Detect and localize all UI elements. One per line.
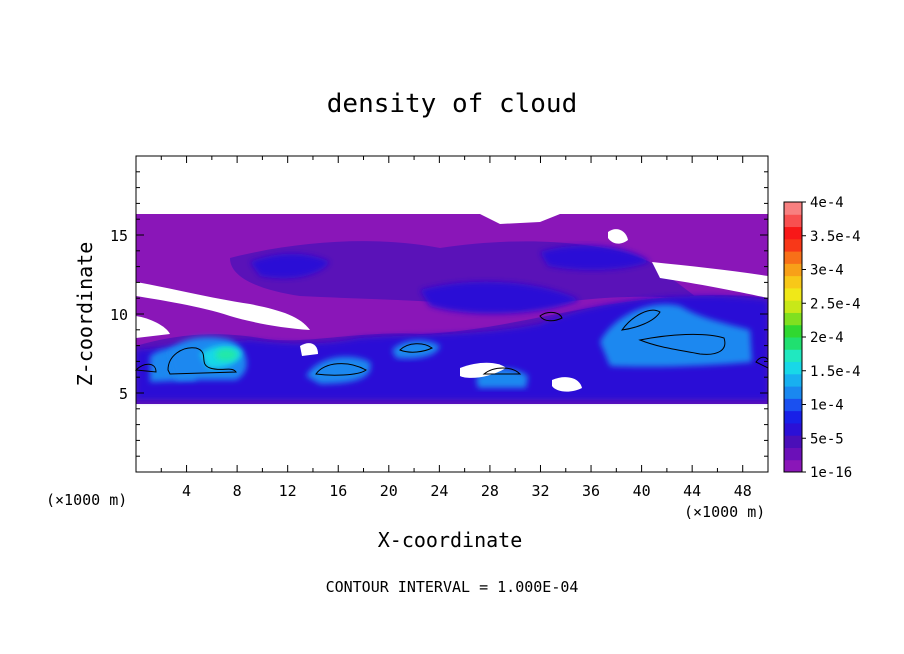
x-tick-label: 40 xyxy=(633,482,651,500)
x-unit-label-left: (×1000 m) xyxy=(46,491,127,509)
density-field-gap xyxy=(480,214,560,224)
x-ticks: 4 8 12 16 20 24 28 32 36 40 44 48 xyxy=(160,156,752,500)
contour-line xyxy=(539,311,563,322)
x-tick-label: 8 xyxy=(233,482,242,500)
contour-line xyxy=(638,333,726,355)
colorbar-swatch xyxy=(784,361,802,375)
density-field-gap xyxy=(136,282,310,330)
density-field-level-3 xyxy=(392,340,440,359)
colorbar-swatch xyxy=(784,422,802,436)
density-field-level-2 xyxy=(540,245,650,271)
contour-line xyxy=(134,363,157,373)
colorbar-swatch xyxy=(784,386,802,399)
colorbar-swatch xyxy=(784,410,802,424)
colorbar-swatch xyxy=(784,349,802,363)
x-tick-label: 16 xyxy=(329,482,347,500)
colorbar-swatch xyxy=(784,226,802,240)
x-tick-label: 48 xyxy=(734,482,752,500)
density-field-level-3 xyxy=(306,356,371,384)
contour-line xyxy=(620,309,661,331)
colorbar-swatch xyxy=(784,398,802,412)
colorbar-swatch xyxy=(784,263,802,277)
contour-lines xyxy=(134,309,769,376)
density-field-level-5 xyxy=(216,348,238,361)
contour-line xyxy=(482,367,522,375)
colorbar-swatch xyxy=(784,300,802,313)
colorbar: 1e-16 5e-5 1e-4 1.5e-4 2e-4 2.5e-4 3e-4 3.5e-4 4… xyxy=(783,195,861,481)
colorbar-label: 3e-4 xyxy=(810,263,844,279)
density-field-level-2 xyxy=(136,296,768,400)
density-field xyxy=(136,214,768,404)
colorbar-label: 4e-4 xyxy=(810,195,844,211)
colorbar-swatch xyxy=(784,459,802,473)
y-axis-label: Z-coordinate xyxy=(73,242,97,387)
x-tick-label: 12 xyxy=(279,482,297,500)
x-tick-label: 4 xyxy=(182,482,191,500)
density-field-level-2 xyxy=(250,253,330,279)
colorbar-label: 2e-4 xyxy=(810,330,844,346)
colorbar-swatch xyxy=(784,238,802,252)
x-unit-label-right: (×1000 m) xyxy=(684,503,765,521)
colorbar-swatch xyxy=(784,373,802,387)
colorbar-swatch xyxy=(784,312,802,326)
colorbar-label: 5e-5 xyxy=(810,431,844,447)
colorbar-label: 3.5e-4 xyxy=(810,229,861,245)
x-tick-label: 32 xyxy=(531,482,549,500)
x-tick-label: 28 xyxy=(481,482,499,500)
x-tick-label: 36 xyxy=(582,482,600,500)
colorbar-swatch xyxy=(784,214,802,228)
colorbar-swatch xyxy=(784,202,802,215)
colorbar-swatch xyxy=(784,447,802,461)
colorbar-swatch xyxy=(784,337,802,350)
density-field-gap xyxy=(460,362,506,378)
contour-line xyxy=(399,343,433,353)
x-tick-label: 24 xyxy=(430,482,448,500)
contour-line xyxy=(167,347,237,375)
density-field-gap xyxy=(608,229,628,244)
colorbar-swatch xyxy=(784,287,802,301)
density-field-gap xyxy=(136,316,170,338)
colorbar-label: 1.5e-4 xyxy=(810,364,861,380)
colorbar-label: 1e-16 xyxy=(810,465,852,481)
y-tick-label: 10 xyxy=(110,306,128,324)
colorbar-swatch xyxy=(784,435,802,448)
colorbar-swatch xyxy=(784,324,802,338)
x-tick-label: 20 xyxy=(380,482,398,500)
density-field-level-2 xyxy=(420,281,580,314)
colorbar-label: 2.5e-4 xyxy=(810,296,861,312)
colorbar-label: 1e-4 xyxy=(810,398,844,414)
y-tick-label: 15 xyxy=(110,227,128,245)
chart-title: density of cloud xyxy=(327,89,577,119)
density-field-gap xyxy=(300,343,318,356)
x-tick-label: 44 xyxy=(683,482,701,500)
x-axis-label: X-coordinate xyxy=(378,528,523,552)
density-field-gap xyxy=(552,377,582,392)
colorbar-swatch xyxy=(784,251,802,264)
y-ticks: 5 10 15 xyxy=(110,171,768,457)
y-tick-label: 5 xyxy=(119,385,128,403)
contour-interval-note: CONTOUR INTERVAL = 1.000E-04 xyxy=(326,578,579,596)
density-field-gap xyxy=(652,262,768,298)
colorbar-swatch xyxy=(784,275,802,289)
contour-line xyxy=(315,363,367,376)
